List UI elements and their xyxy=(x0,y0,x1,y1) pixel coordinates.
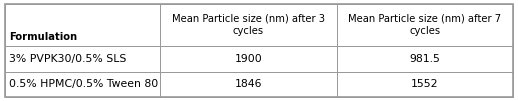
Text: Mean Particle size (nm) after 7
cycles: Mean Particle size (nm) after 7 cycles xyxy=(348,14,501,36)
Text: 1846: 1846 xyxy=(235,79,262,89)
Bar xyxy=(160,72,337,97)
Bar xyxy=(160,46,337,72)
Bar xyxy=(160,4,337,46)
Bar xyxy=(5,72,160,97)
Bar xyxy=(5,4,160,46)
Bar xyxy=(337,4,513,46)
Text: Formulation: Formulation xyxy=(9,32,78,42)
Text: 981.5: 981.5 xyxy=(409,54,440,64)
Text: Mean Particle size (nm) after 3
cycles: Mean Particle size (nm) after 3 cycles xyxy=(172,14,325,36)
Text: 0.5% HPMC/0.5% Tween 80: 0.5% HPMC/0.5% Tween 80 xyxy=(9,79,159,89)
Text: 1552: 1552 xyxy=(411,79,439,89)
Text: 3% PVPK30/0.5% SLS: 3% PVPK30/0.5% SLS xyxy=(9,54,127,64)
Text: 1900: 1900 xyxy=(235,54,262,64)
Bar xyxy=(5,46,160,72)
Bar xyxy=(337,72,513,97)
Bar xyxy=(337,46,513,72)
